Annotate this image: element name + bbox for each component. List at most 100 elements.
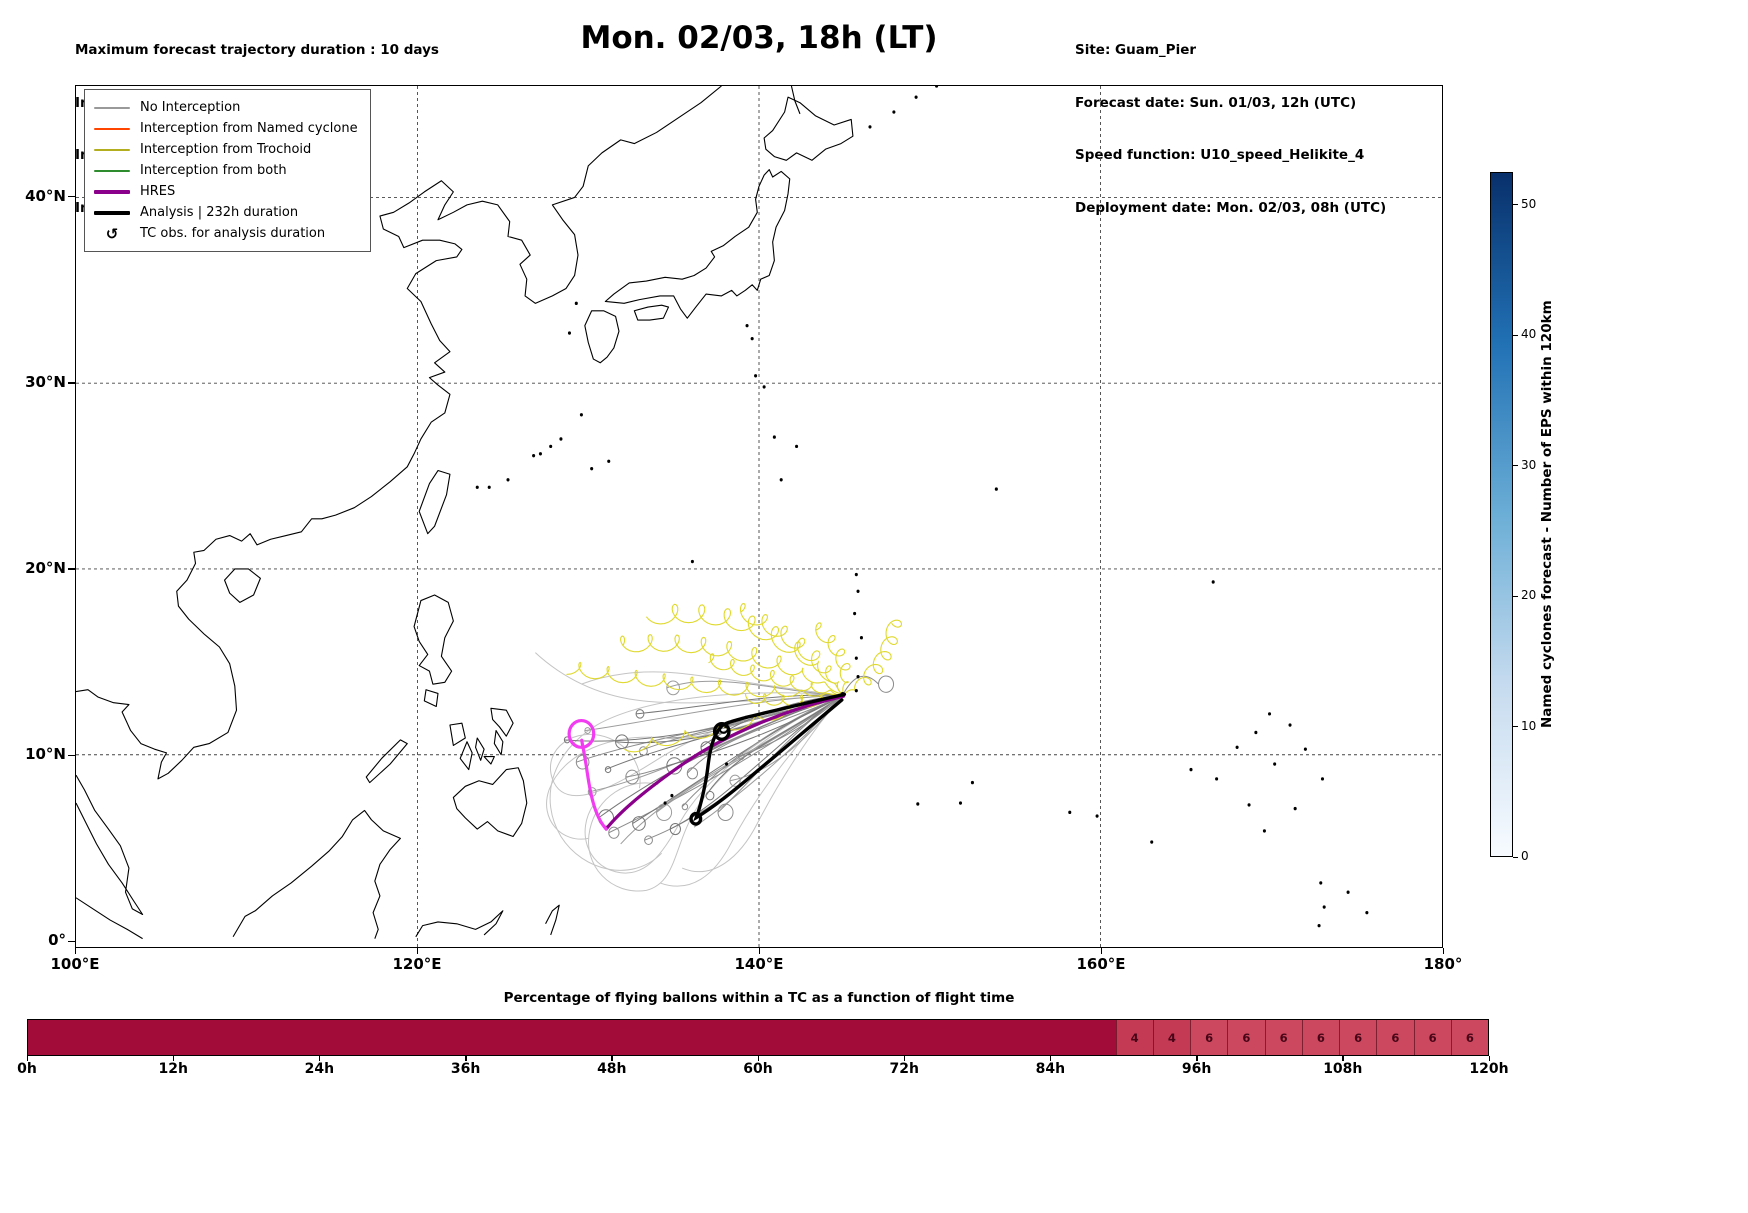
percentage-cell: 6 <box>1264 1020 1302 1055</box>
eps-trajectory-light <box>535 653 842 703</box>
percentage-cell <box>426 1020 463 1055</box>
bottom-tick-label: 0h <box>17 1061 37 1077</box>
island-dot <box>779 478 783 482</box>
percentage-cell <box>716 1020 753 1055</box>
coastline <box>225 569 261 602</box>
percentage-cell <box>281 1020 318 1055</box>
coastline <box>233 810 400 938</box>
coastline <box>585 311 619 363</box>
coastline <box>460 742 472 770</box>
island-dot <box>856 589 860 593</box>
x-tick-label: 100°E <box>50 955 100 973</box>
island-dot <box>574 301 578 306</box>
colorbar-gradient <box>1490 172 1513 857</box>
coastline <box>453 768 526 837</box>
bottom-tick-label: 48h <box>597 1061 627 1077</box>
percentage-cell <box>680 1020 717 1055</box>
percentage-cell <box>753 1020 790 1055</box>
x-tick-label: 120°E <box>392 955 442 973</box>
coastline <box>605 170 789 319</box>
bottom-tick-label: 96h <box>1181 1061 1212 1077</box>
legend-item-label: HRES <box>140 184 176 199</box>
island-dot <box>1068 810 1072 814</box>
percentage-cell <box>318 1020 355 1055</box>
colorbar-tickmark <box>1513 465 1518 467</box>
percentage-cell <box>608 1020 645 1055</box>
percentage-cell: 6 <box>1413 1020 1451 1055</box>
colorbar-label: Named cyclones forecast - Number of EPS … <box>1539 300 1555 729</box>
legend-swatch <box>94 127 130 130</box>
site-line: Site: Guam_Pier <box>1075 42 1197 58</box>
island-dot <box>1365 910 1369 915</box>
percentage-cell <box>1079 1020 1116 1055</box>
bottom-tickmark <box>903 1056 906 1061</box>
island-dot <box>1346 890 1350 894</box>
bottom-tickmark <box>172 1056 175 1061</box>
percentage-cell: 6 <box>1227 1020 1265 1055</box>
eps-trajectory-light <box>682 695 843 871</box>
legend-swatch <box>94 148 130 151</box>
legend-item: Interception from Trochoid <box>94 139 358 160</box>
legend-item: ↺ TC obs. for analysis duration <box>94 223 358 244</box>
legend-item-label: TC obs. for analysis duration <box>140 226 326 241</box>
bottom-tick-label: 60h <box>743 1061 773 1077</box>
percentage-cell <box>571 1020 608 1055</box>
percentage-cell <box>354 1020 391 1055</box>
bottom-tickmark <box>1196 1056 1198 1061</box>
eps-trajectory-gray <box>739 695 843 759</box>
island-dot <box>1235 745 1239 749</box>
coastlines-layer <box>76 86 1369 939</box>
eps-trajectory-gray <box>576 695 842 769</box>
island-dot <box>856 675 860 679</box>
colorbar-tickmark <box>1513 334 1518 336</box>
hres-tail <box>582 740 606 829</box>
percentage-cell <box>934 1020 971 1055</box>
percentage-cell <box>644 1020 681 1055</box>
percentage-cell <box>245 1020 282 1055</box>
y-tickmark <box>68 940 75 943</box>
bottom-tickmark <box>1488 1056 1490 1061</box>
y-tickmark <box>68 195 75 198</box>
coastline <box>416 911 503 937</box>
island-dot <box>914 95 918 99</box>
bottom-tickmark <box>1049 1056 1052 1061</box>
percentage-cell: 6 <box>1339 1020 1377 1055</box>
coastline <box>76 775 143 914</box>
island-dot <box>892 110 896 114</box>
analysis-loop <box>715 724 729 740</box>
percentage-cell <box>64 1020 101 1055</box>
bottom-tick-label: 36h <box>450 1061 481 1077</box>
eps-trajectory-gray <box>626 695 843 784</box>
island-dot <box>1215 777 1219 781</box>
colorbar-tick-label: 20 <box>1521 588 1537 603</box>
percentage-cell: 6 <box>1376 1020 1414 1055</box>
deployment-date-line: Deployment date: Mon. 02/03, 08h (UTC) <box>1075 199 1387 216</box>
island-dot <box>868 125 872 129</box>
island-dot <box>590 466 594 471</box>
eps-trajectory-gray <box>639 695 842 755</box>
island-dot <box>1247 803 1251 807</box>
percentage-cell <box>861 1020 898 1055</box>
island-dot <box>607 459 611 463</box>
x-tickmark <box>1100 948 1102 954</box>
x-tickmark <box>758 948 760 954</box>
y-tick-label: 30°N <box>25 372 66 391</box>
eps-trajectory-light <box>550 693 843 870</box>
percentage-cell: 4 <box>1152 1020 1190 1055</box>
hres-trajectory <box>569 696 843 829</box>
percentage-cell <box>390 1020 427 1055</box>
legend-swatch <box>94 169 130 172</box>
eps-trajectory-trochoid <box>646 604 842 695</box>
percentage-cell <box>789 1020 826 1055</box>
island-dot <box>1322 905 1326 909</box>
coastline <box>491 708 513 736</box>
hres-loop <box>569 721 594 748</box>
legend-item-label: Analysis | 232h duration <box>140 205 299 220</box>
colorbar-tickmark <box>1513 856 1518 858</box>
island-dot <box>690 559 694 564</box>
island-dot <box>1319 881 1323 885</box>
bottom-tickmark <box>1342 1056 1344 1061</box>
bottom-tick-label: 120h <box>1469 1061 1509 1077</box>
island-dot <box>754 374 758 378</box>
